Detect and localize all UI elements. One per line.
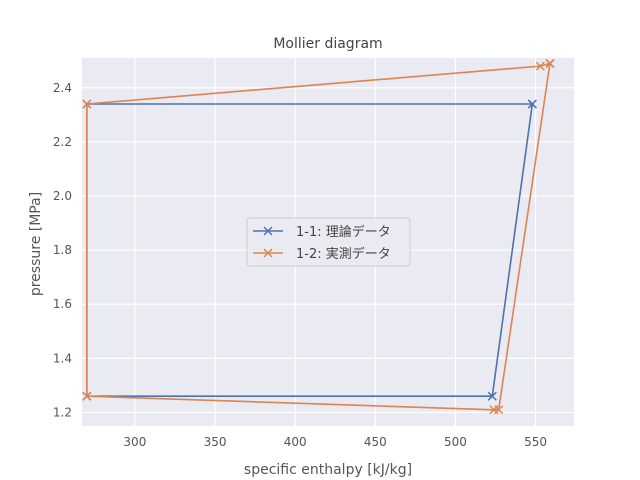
y-axis-label: pressure [MPa] (28, 192, 44, 296)
legend-x-icon (263, 248, 273, 258)
data-point-marker (82, 391, 92, 401)
legend: 1-1: 理論データ 1-2: 実測データ (246, 217, 411, 267)
x-tick-label: 300 (123, 435, 146, 449)
y-tick-label: 2.0 (53, 189, 72, 203)
legend-marker-series-2 (263, 248, 273, 258)
legend-label-series-1: 1-1: 理論データ (296, 224, 391, 240)
x-tick-label: 400 (284, 435, 307, 449)
x-tick-label: 350 (204, 435, 227, 449)
y-tick-label: 2.4 (53, 81, 72, 95)
y-tick-label: 1.2 (53, 405, 72, 419)
series-2 (82, 58, 555, 415)
y-tick-label: 1.8 (53, 243, 72, 257)
x-axis-label: specific enthalpy [kJ/kg] (244, 462, 412, 478)
legend-marker-series-1 (263, 226, 273, 236)
data-point-marker (535, 61, 545, 71)
y-tick-label: 2.2 (53, 135, 72, 149)
data-point-marker (527, 99, 537, 109)
x-tick-label: 500 (444, 435, 467, 449)
y-tick-label: 1.4 (53, 351, 72, 365)
y-tick-label: 1.6 (53, 297, 72, 311)
legend-box (246, 217, 411, 267)
data-point-marker (545, 58, 555, 68)
x-tick-labels: 300 350 400 450 500 550 (123, 435, 547, 449)
data-point-marker (82, 99, 92, 109)
chart-title: Mollier diagram (273, 36, 382, 52)
y-tick-labels: 1.2 1.4 1.6 1.8 2.0 2.2 2.4 (53, 81, 72, 420)
x-tick-label: 550 (524, 435, 547, 449)
series-layer (82, 58, 555, 415)
data-point-marker (494, 405, 504, 415)
x-tick-label: 450 (364, 435, 387, 449)
data-point-marker (487, 391, 497, 401)
legend-label-series-2: 1-2: 実測データ (296, 246, 391, 262)
legend-x-icon (263, 226, 273, 236)
